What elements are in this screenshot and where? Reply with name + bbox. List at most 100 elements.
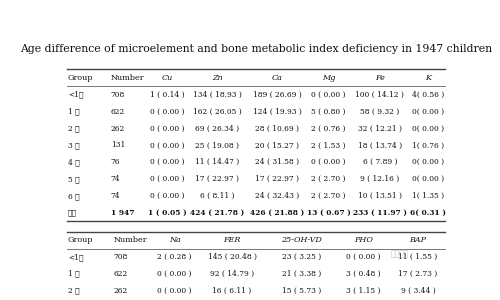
Text: 0( 0.00 ): 0( 0.00 ): [412, 175, 444, 183]
Text: 4 岁: 4 岁: [68, 158, 80, 166]
Text: Number: Number: [114, 236, 147, 244]
Text: 1 947: 1 947: [111, 209, 134, 217]
Text: Na: Na: [168, 236, 180, 244]
Text: 23 ( 3.25 ): 23 ( 3.25 ): [282, 253, 322, 261]
Text: 24 ( 31.58 ): 24 ( 31.58 ): [255, 158, 299, 166]
Text: 9 ( 12.16 ): 9 ( 12.16 ): [360, 175, 400, 183]
Text: Zn: Zn: [212, 74, 222, 82]
Text: 0 ( 0.00 ): 0 ( 0.00 ): [346, 253, 381, 261]
Text: 100 ( 14.12 ): 100 ( 14.12 ): [356, 91, 405, 99]
Text: 4( 0.56 ): 4( 0.56 ): [412, 91, 444, 99]
Text: 2 岁: 2 岁: [68, 124, 80, 133]
Text: 1( 0.76 ): 1( 0.76 ): [412, 141, 444, 149]
Text: 6 ( 8.11 ): 6 ( 8.11 ): [200, 192, 234, 200]
Text: 17 ( 2.73 ): 17 ( 2.73 ): [398, 270, 438, 278]
Text: 0 ( 0.00 ): 0 ( 0.00 ): [150, 108, 184, 116]
Text: 2 ( 0.76 ): 2 ( 0.76 ): [312, 124, 346, 133]
Text: 1 ( 0.14 ): 1 ( 0.14 ): [150, 91, 184, 99]
Text: 0 ( 0.00 ): 0 ( 0.00 ): [158, 287, 192, 295]
Text: 74: 74: [111, 192, 120, 200]
Text: 32 ( 12.21 ): 32 ( 12.21 ): [358, 124, 402, 133]
Text: 6 岁: 6 岁: [68, 192, 80, 200]
Text: PHO: PHO: [354, 236, 373, 244]
Text: 0 ( 0.00 ): 0 ( 0.00 ): [312, 91, 346, 99]
Text: 5 岁: 5 岁: [68, 175, 80, 183]
Text: 0 ( 0.00 ): 0 ( 0.00 ): [312, 158, 346, 166]
Text: 2 ( 2.70 ): 2 ( 2.70 ): [312, 175, 346, 183]
Text: 76: 76: [111, 158, 120, 166]
Text: 0( 0.00 ): 0( 0.00 ): [412, 124, 444, 133]
Text: 69 ( 26.34 ): 69 ( 26.34 ): [195, 124, 239, 133]
Text: 622: 622: [111, 108, 125, 116]
Text: 11 ( 14.47 ): 11 ( 14.47 ): [195, 158, 239, 166]
Text: 21 ( 3.38 ): 21 ( 3.38 ): [282, 270, 322, 278]
Text: Group: Group: [68, 74, 94, 82]
Text: 3 岁: 3 岁: [68, 141, 80, 149]
Text: 262: 262: [111, 124, 125, 133]
Text: 0 ( 0.00 ): 0 ( 0.00 ): [158, 270, 192, 278]
Text: 20 ( 15.27 ): 20 ( 15.27 ): [255, 141, 299, 149]
Text: Ca: Ca: [272, 74, 282, 82]
Text: <1岁: <1岁: [68, 91, 84, 99]
Text: Fe: Fe: [375, 74, 385, 82]
Text: 2 岁: 2 岁: [68, 287, 80, 295]
Text: K: K: [424, 74, 430, 82]
Text: 233 ( 11.97 ): 233 ( 11.97 ): [353, 209, 407, 217]
Text: 134 ( 18.93 ): 134 ( 18.93 ): [192, 91, 242, 99]
Text: 622: 622: [114, 270, 128, 278]
Text: 16 ( 6.11 ): 16 ( 6.11 ): [212, 287, 252, 295]
Text: 58 ( 9.32 ): 58 ( 9.32 ): [360, 108, 400, 116]
Text: 145 ( 20.48 ): 145 ( 20.48 ): [208, 253, 256, 261]
Text: 92 ( 14.79 ): 92 ( 14.79 ): [210, 270, 254, 278]
Text: 262: 262: [114, 287, 128, 295]
Text: 15 ( 5.73 ): 15 ( 5.73 ): [282, 287, 322, 295]
Text: 28 ( 10.69 ): 28 ( 10.69 ): [255, 124, 299, 133]
Text: 24 ( 32.43 ): 24 ( 32.43 ): [255, 192, 299, 200]
Text: 3 ( 0.48 ): 3 ( 0.48 ): [346, 270, 381, 278]
Text: Group: Group: [68, 236, 94, 244]
Text: 2 ( 2.70 ): 2 ( 2.70 ): [312, 192, 346, 200]
Text: 0 ( 0.00 ): 0 ( 0.00 ): [150, 192, 184, 200]
Text: 0 ( 0.00 ): 0 ( 0.00 ): [150, 175, 184, 183]
Text: 0 ( 0.00 ): 0 ( 0.00 ): [150, 158, 184, 166]
Text: 11 ( 1.55 ): 11 ( 1.55 ): [398, 253, 438, 261]
Text: 162 ( 26.05 ): 162 ( 26.05 ): [192, 108, 242, 116]
Text: 合计: 合计: [68, 209, 77, 217]
Text: 189 ( 26.69 ): 189 ( 26.69 ): [252, 91, 302, 99]
Text: 25 ( 19.08 ): 25 ( 19.08 ): [195, 141, 239, 149]
Text: <1岁: <1岁: [68, 253, 84, 261]
Text: 13 ( 0.67 ): 13 ( 0.67 ): [306, 209, 350, 217]
Text: 426 ( 21.88 ): 426 ( 21.88 ): [250, 209, 304, 217]
Text: 124 ( 19.93 ): 124 ( 19.93 ): [252, 108, 302, 116]
Text: 3 ( 1.15 ): 3 ( 1.15 ): [346, 287, 381, 295]
Text: 0 ( 0.00 ): 0 ( 0.00 ): [150, 141, 184, 149]
Text: 1 ( 0.05 ): 1 ( 0.05 ): [148, 209, 186, 217]
Text: Mg: Mg: [322, 74, 335, 82]
Text: 0 ( 0.00 ): 0 ( 0.00 ): [150, 124, 184, 133]
Text: 6 ( 7.89 ): 6 ( 7.89 ): [362, 158, 397, 166]
Text: 5 ( 0.80 ): 5 ( 0.80 ): [312, 108, 346, 116]
Text: 17 ( 22.97 ): 17 ( 22.97 ): [255, 175, 299, 183]
Text: 2 ( 0.28 ): 2 ( 0.28 ): [158, 253, 192, 261]
Text: 17 ( 22.97 ): 17 ( 22.97 ): [195, 175, 239, 183]
Text: 1 岁: 1 岁: [68, 108, 80, 116]
Text: 泸柏生物: 泸柏生物: [390, 250, 409, 259]
Text: Age difference of microelement and bone metabolic index deficiency in 1947 child: Age difference of microelement and bone …: [20, 44, 492, 54]
Text: 2 ( 1.53 ): 2 ( 1.53 ): [312, 141, 346, 149]
Text: 74: 74: [111, 175, 120, 183]
Text: 131: 131: [111, 141, 125, 149]
Text: 18 ( 13.74 ): 18 ( 13.74 ): [358, 141, 402, 149]
Text: BAP: BAP: [410, 236, 426, 244]
Text: 25-OH-VD: 25-OH-VD: [282, 236, 322, 244]
Text: 0( 0.00 ): 0( 0.00 ): [412, 158, 444, 166]
Text: 10 ( 13.51 ): 10 ( 13.51 ): [358, 192, 402, 200]
Text: Cu: Cu: [162, 74, 173, 82]
Text: 0( 0.00 ): 0( 0.00 ): [412, 108, 444, 116]
Text: FER: FER: [224, 236, 240, 244]
Text: 6( 0.31 ): 6( 0.31 ): [410, 209, 446, 217]
Text: 9 ( 3.44 ): 9 ( 3.44 ): [400, 287, 436, 295]
Text: 708: 708: [114, 253, 128, 261]
Text: Number: Number: [111, 74, 144, 82]
Text: 424 ( 21.78 ): 424 ( 21.78 ): [190, 209, 244, 217]
Text: 1( 1.35 ): 1( 1.35 ): [412, 192, 444, 200]
